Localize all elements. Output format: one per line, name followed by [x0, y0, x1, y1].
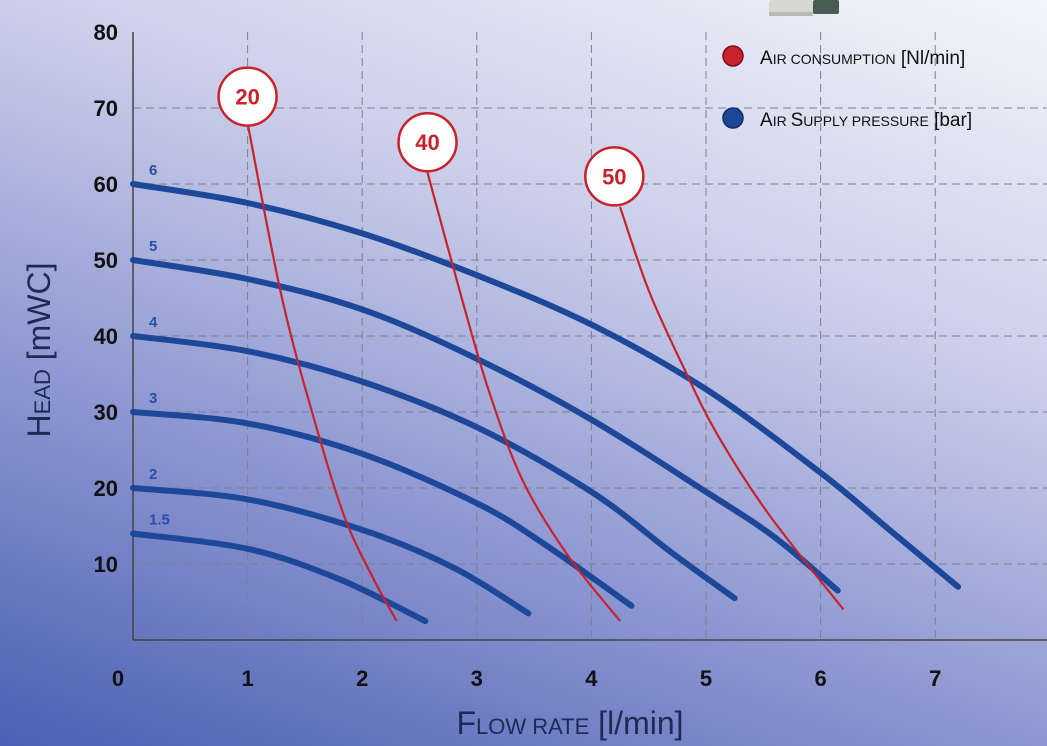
pressure-curve-2 [130, 485, 532, 617]
consumption-curve-50 [618, 206, 845, 611]
consumption-label-40: 40 [415, 130, 439, 155]
consumption-label-20: 20 [235, 85, 259, 110]
legend: AIR CONSUMPTION [Nl/min] AIR SUPPLY PRES… [722, 45, 972, 131]
y-tick-label: 20 [94, 476, 118, 501]
pressure-curve-5 [130, 257, 841, 594]
consumption-label-50: 50 [602, 164, 626, 189]
y-tick-label: 70 [94, 96, 118, 121]
x-tick-label: 0 [112, 666, 124, 691]
consumption-badge-40 [397, 111, 458, 173]
legend-label-air-consumption: AIR CONSUMPTION [Nl/min] [760, 48, 965, 69]
pressure-label-4: 4 [149, 314, 158, 331]
x-tick-label: 3 [471, 666, 483, 691]
tick-labels: 0 1 2 3 4 5 6 7 10 20 30 40 50 60 70 80 [94, 20, 942, 691]
pressure-curve-6 [130, 181, 962, 590]
consumption-curve-20 [246, 122, 398, 622]
y-tick-label: 10 [94, 552, 118, 577]
product-image [765, 0, 845, 18]
x-tick-label: 6 [814, 666, 826, 691]
pressure-curve-3 [130, 409, 635, 609]
y-tick-label: 30 [94, 400, 118, 425]
consumption-badge-50 [584, 146, 645, 207]
air-consumption-curves [246, 122, 845, 622]
x-tick-label: 1 [241, 666, 253, 691]
series-labels: 6 5 4 3 2 1.5 20 40 50 [149, 66, 645, 529]
x-axis-title: FLOW RATE [l/min] [456, 705, 683, 741]
pressure-label-6: 6 [149, 162, 157, 179]
x-tick-label: 2 [356, 666, 368, 691]
pressure-label-1-5: 1.5 [149, 512, 170, 529]
legend-marker-air-supply-pressure [722, 107, 744, 129]
consumption-curve-40 [426, 172, 621, 622]
x-tick-label: 5 [700, 666, 712, 691]
pressure-label-3: 3 [149, 390, 157, 407]
legend-label-air-supply-pressure: AIR SUPPLY PRESSURE [bar] [760, 110, 972, 131]
y-tick-label: 50 [94, 248, 118, 273]
pressure-curve-4 [130, 333, 738, 602]
x-tick-label: 4 [585, 666, 598, 691]
pressure-curves [130, 181, 962, 624]
pressure-curve-1-5 [130, 530, 429, 624]
x-tick-label: 7 [929, 666, 941, 691]
pressure-label-2: 2 [149, 466, 157, 483]
y-tick-label: 60 [94, 172, 118, 197]
legend-marker-air-consumption [722, 45, 744, 67]
consumption-badge-20 [217, 66, 278, 127]
pressure-label-5: 5 [149, 238, 157, 255]
y-tick-label: 80 [94, 20, 118, 45]
y-tick-label: 40 [94, 324, 118, 349]
y-axis-title: HEAD [mWC] [21, 263, 57, 438]
